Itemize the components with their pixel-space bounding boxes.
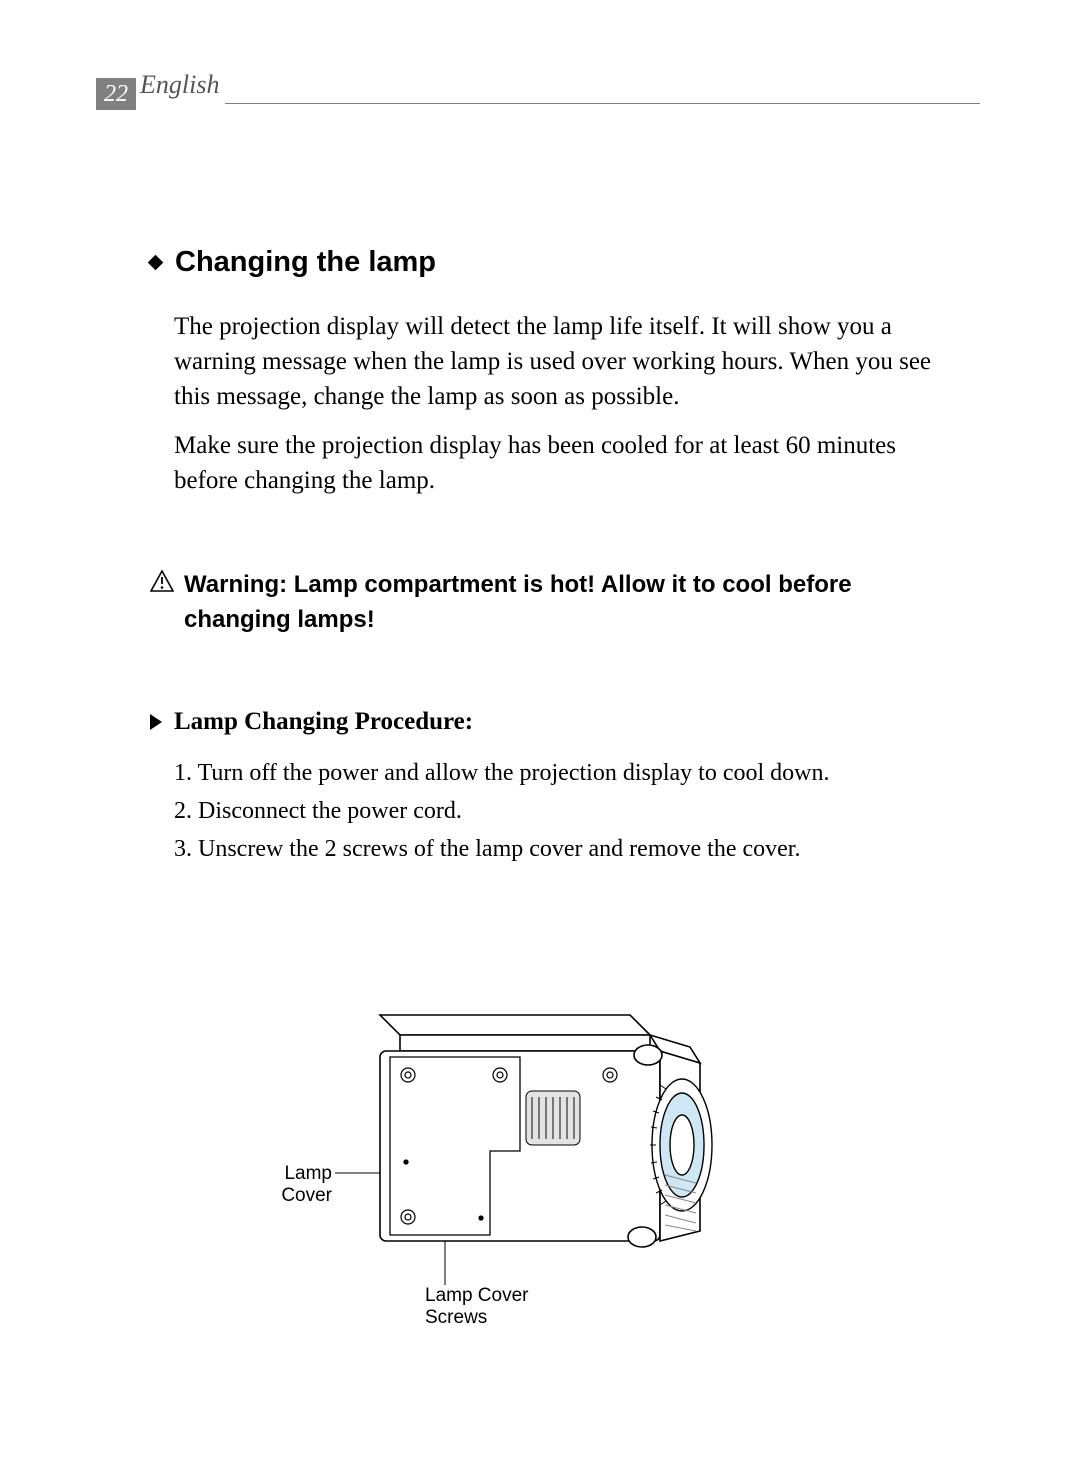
label-screws-line2: Screws (425, 1307, 529, 1329)
section-title-text: Changing the lamp (175, 246, 436, 278)
triangle-right-icon (150, 714, 162, 730)
label-lamp-cover: Lamp Cover (230, 1163, 332, 1207)
procedure-title: Lamp Changing Procedure: (174, 708, 473, 736)
paragraph-2: Make sure the projection display has bee… (174, 428, 950, 498)
procedure-title-row: Lamp Changing Procedure: (150, 708, 950, 736)
procedure-list: 1. Turn off the power and allow the proj… (174, 754, 950, 869)
step-2: 2. Disconnect the power cord. (174, 792, 950, 830)
warning-icon (150, 570, 174, 597)
warning-text: Warning: Lamp compartment is hot! Allow … (184, 568, 950, 638)
language-label: English (140, 70, 219, 100)
step-3: 3. Unscrew the 2 screws of the lamp cove… (174, 830, 950, 868)
paragraph-1: The projection display will detect the l… (174, 309, 950, 414)
page-number: 22 (96, 78, 136, 110)
content-area: Changing the lamp The projection display… (150, 246, 950, 869)
label-screws-line1: Lamp Cover (425, 1285, 529, 1307)
page-header: 22 English (96, 78, 980, 110)
diamond-bullet-icon (148, 255, 164, 271)
warning-block: Warning: Lamp compartment is hot! Allow … (150, 568, 950, 638)
header-rule (225, 103, 980, 104)
section-title: Changing the lamp (150, 246, 950, 279)
label-lamp-cover-screws: Lamp Cover Screws (425, 1285, 529, 1329)
step-1: 1. Turn off the power and allow the proj… (174, 754, 950, 792)
projector-diagram: Lamp Cover Lamp Cover Screws (230, 985, 790, 1345)
